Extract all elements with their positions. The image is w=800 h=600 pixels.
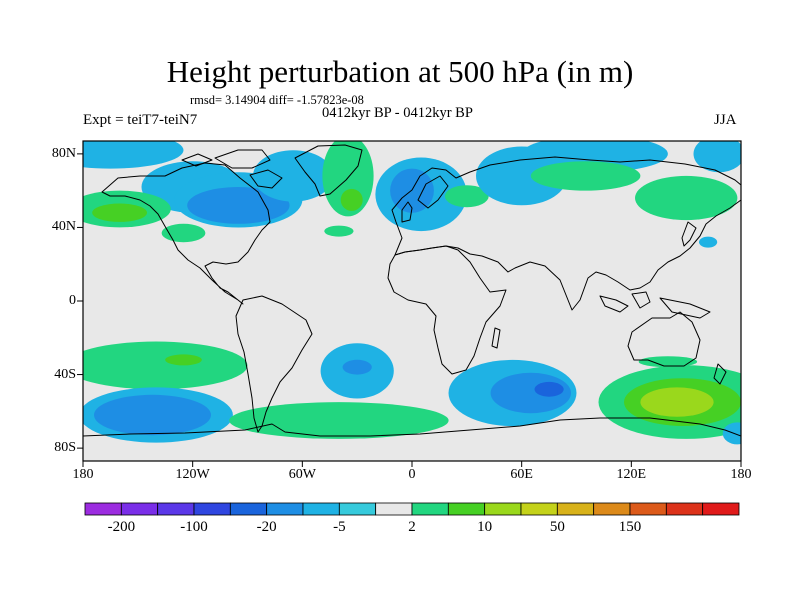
- colorbar-box-13: [556, 502, 595, 516]
- axis-ticks: [77, 153, 742, 467]
- season-label: JJA: [714, 112, 737, 128]
- coast-south-america: [235, 295, 313, 433]
- colorbar-box-3: [193, 502, 231, 516]
- anomaly-blue-23: [94, 394, 211, 436]
- anomaly-green-20: [83, 341, 248, 390]
- colorbar-box-6: [302, 502, 340, 516]
- anomaly-blue-12: [390, 168, 434, 213]
- coast-uk: [401, 201, 413, 223]
- coast-eurasia: [391, 156, 741, 311]
- anomaly-yellow-green-32: [640, 387, 714, 417]
- colorbar-box-9: [411, 502, 449, 516]
- colorbar-label: -100: [180, 519, 208, 535]
- coast-scandinavia: [417, 175, 449, 209]
- coast-canadian-arctic: [181, 149, 283, 189]
- anomaly-bright-green-21: [165, 354, 202, 366]
- coast-new-zealand: [713, 363, 727, 385]
- colorbar-box-15: [629, 502, 667, 516]
- anomaly-light-blue-19: [699, 236, 718, 248]
- lon-tick-label: 60E: [510, 467, 533, 482]
- anomaly-light-blue-34: [722, 422, 741, 445]
- colorbar-box-17: [702, 502, 740, 516]
- colorbar-label: 10: [477, 519, 493, 535]
- colorbar-box-2: [157, 502, 195, 516]
- anomaly-light-blue-18: [693, 141, 741, 173]
- plot-title: Height perturbation at 500 hPa (in m): [166, 54, 634, 89]
- lat-tick-label: 40N: [51, 219, 76, 235]
- anomaly-blue-25: [342, 359, 372, 375]
- colorbar-label: 150: [618, 519, 642, 535]
- lat-tick-label: 0: [69, 293, 76, 308]
- coast-madagascar: [491, 327, 501, 349]
- colorbar-label: -20: [256, 519, 277, 535]
- colorbar-box-11: [484, 502, 522, 516]
- colorbar-label: 50: [549, 519, 565, 535]
- coast-antarctica: [83, 417, 741, 437]
- anomaly-green-16: [530, 161, 641, 191]
- anomaly-light-blue-4: [253, 150, 334, 202]
- colorbar-box-10: [447, 502, 486, 516]
- lon-tick-label: 120E: [616, 467, 647, 482]
- colorbar-label: 2: [408, 519, 416, 535]
- colorbar-box-4: [229, 502, 268, 516]
- coast-australia: [627, 311, 701, 367]
- colorbar-box-8: [375, 502, 413, 516]
- anomaly-dark-blue-29: [534, 381, 564, 397]
- colorbar-box-7: [338, 502, 377, 516]
- colorbar-box-14: [593, 502, 631, 516]
- anomaly-bright-green-8: [340, 188, 363, 211]
- lon-tick-label: 120W: [175, 467, 210, 482]
- anomaly-green-17: [635, 175, 738, 221]
- colorbar-box-16: [665, 502, 704, 516]
- lon-tick-label: 0: [408, 467, 416, 482]
- stats-text: rmsd= 3.14904 diff= -1.57823e-08: [190, 93, 364, 107]
- coast-maritime-se-asia: [599, 291, 711, 319]
- coast-japan: [681, 221, 697, 247]
- lat-tick-label: 40S: [54, 366, 76, 382]
- lon-tick-label: 180: [730, 467, 752, 482]
- colorbar-label: -5: [333, 519, 346, 535]
- coast-north-america: [101, 162, 271, 305]
- anomaly-green-10: [324, 225, 354, 237]
- colorbar-box-12: [520, 502, 558, 516]
- lat-tick-label: 80N: [51, 145, 76, 161]
- anomaly-green-26: [229, 402, 449, 439]
- anomaly-green-13: [444, 185, 489, 208]
- coast-greenland: [294, 144, 363, 197]
- anomaly-fields: [83, 141, 741, 445]
- lat-tick-label: 80S: [54, 440, 76, 456]
- period-label: 0412kyr BP - 0412kyr BP: [322, 105, 473, 121]
- lon-tick-label: 180: [72, 467, 94, 482]
- coast-africa: [387, 245, 507, 375]
- colorbar-box-0: [84, 502, 122, 516]
- anomaly-light-blue-0: [83, 141, 184, 169]
- experiment-label: Expt = teiT7-teiN7: [83, 112, 198, 128]
- colorbar-box-5: [266, 502, 304, 516]
- anomaly-green-33: [638, 356, 698, 368]
- lon-tick-label: 60W: [288, 467, 316, 482]
- colorbar: [84, 502, 740, 516]
- anomaly-green-9: [161, 223, 206, 243]
- colorbar-label: -200: [107, 519, 136, 535]
- anomaly-blue-3: [187, 187, 290, 224]
- coastlines: [83, 144, 741, 437]
- anomaly-bright-green-6: [92, 203, 147, 222]
- colorbar-box-1: [120, 502, 159, 516]
